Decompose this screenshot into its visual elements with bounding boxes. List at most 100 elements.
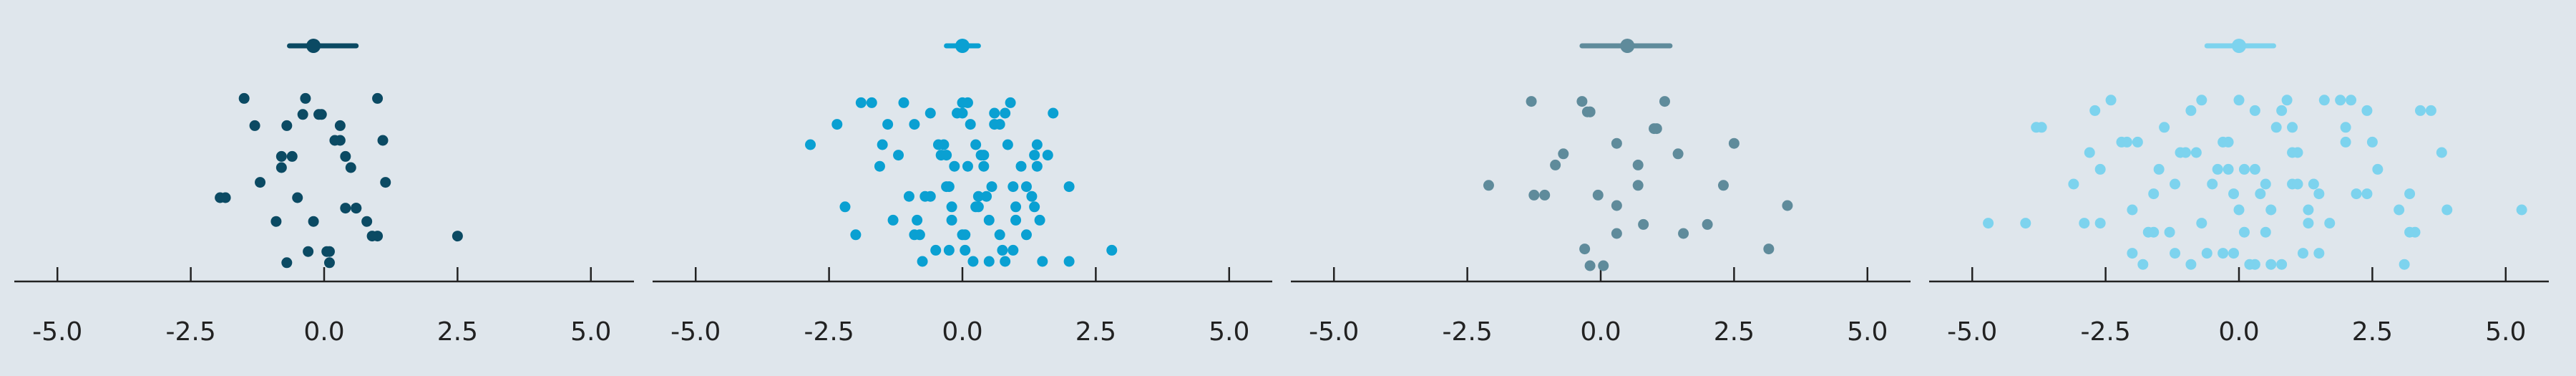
x-tick-label: -2.5: [165, 317, 215, 347]
data-point: [946, 201, 957, 213]
data-point: [949, 160, 960, 172]
data-point: [941, 150, 952, 161]
data-point: [2260, 226, 2271, 238]
data-point: [1042, 150, 1053, 161]
data-point: [2399, 259, 2410, 270]
x-tick-label: 5.0: [1847, 317, 1888, 347]
data-point: [2031, 122, 2042, 133]
data-point: [286, 150, 298, 162]
data-point: [1029, 150, 1040, 161]
data-point: [281, 120, 293, 131]
data-point: [1584, 106, 1596, 117]
data-point: [340, 203, 351, 214]
data-point: [2394, 204, 2405, 216]
data-point: [1106, 244, 1118, 256]
data-point: [1632, 159, 1644, 170]
x-tick-label: 2.5: [2352, 317, 2393, 347]
data-point: [238, 92, 250, 104]
data-point: [2121, 136, 2132, 148]
data-point: [2361, 105, 2373, 116]
data-point: [1029, 201, 1040, 213]
data-point: [323, 246, 335, 257]
summary-center-point: [2232, 39, 2246, 53]
data-point: [917, 256, 928, 267]
data-point: [1611, 138, 1622, 149]
x-tick-label: -2.5: [804, 317, 854, 347]
data-point: [2335, 95, 2346, 106]
summary-center-point: [306, 39, 321, 53]
x-tick-label: -2.5: [2080, 317, 2130, 347]
data-point: [2265, 204, 2277, 216]
data-point: [1000, 256, 1011, 267]
data-point: [380, 177, 391, 188]
data-point: [2212, 163, 2223, 175]
data-point: [887, 214, 899, 226]
data-point: [2436, 147, 2447, 158]
data-point: [1008, 244, 1019, 256]
data-point: [297, 109, 308, 120]
data-point: [967, 256, 979, 267]
data-point: [2361, 188, 2373, 200]
data-point: [2340, 122, 2351, 133]
data-point: [2207, 178, 2218, 190]
data-point: [303, 246, 314, 257]
data-point: [1000, 107, 1011, 119]
data-point: [2409, 226, 2421, 238]
data-point: [831, 119, 843, 130]
x-tick-label: 0.0: [303, 317, 344, 347]
data-point: [329, 135, 341, 146]
data-point: [281, 257, 293, 269]
data-point: [1558, 148, 1569, 160]
data-point: [1649, 123, 1660, 135]
data-point: [903, 191, 914, 202]
data-point: [366, 231, 378, 242]
data-point: [2190, 147, 2202, 158]
data-point: [946, 214, 957, 226]
data-point: [2260, 178, 2271, 190]
data-point: [2223, 163, 2234, 175]
data-point: [924, 107, 936, 119]
data-point: [2079, 218, 2090, 229]
x-tick-label: 5.0: [570, 317, 611, 347]
data-point: [1002, 139, 1013, 150]
data-point: [2185, 259, 2197, 270]
data-point: [2089, 105, 2101, 116]
data-point: [2425, 105, 2436, 116]
data-point: [2153, 163, 2165, 175]
data-point: [2292, 178, 2303, 190]
x-tick-label: -5.0: [1947, 317, 1997, 347]
data-point: [1005, 97, 1016, 108]
data-point: [877, 139, 888, 150]
data-point: [2276, 105, 2288, 116]
data-point: [2441, 204, 2453, 216]
data-point: [882, 119, 894, 130]
data-point: [2318, 95, 2330, 106]
data-point: [1632, 180, 1644, 191]
data-point: [452, 231, 463, 242]
data-point: [2148, 226, 2160, 238]
data-point: [1526, 96, 1537, 107]
data-point: [2303, 218, 2314, 229]
data-point: [345, 162, 356, 173]
data-point: [2132, 136, 2143, 148]
data-point: [2516, 204, 2527, 216]
data-point: [805, 139, 816, 150]
data-point: [983, 256, 995, 267]
data-point: [2105, 95, 2117, 106]
data-point: [2196, 218, 2207, 229]
data-point: [2201, 248, 2212, 259]
data-point: [957, 97, 968, 108]
data-point: [300, 92, 311, 104]
data-point: [941, 181, 952, 193]
data-point: [2020, 218, 2031, 229]
summary-center-point: [955, 39, 970, 53]
data-point: [1020, 229, 1032, 241]
data-point: [2340, 136, 2351, 148]
data-point: [1550, 159, 1561, 170]
data-point: [2094, 163, 2106, 175]
data-point: [1048, 107, 1059, 119]
data-point: [943, 244, 955, 256]
data-point: [2351, 188, 2362, 200]
